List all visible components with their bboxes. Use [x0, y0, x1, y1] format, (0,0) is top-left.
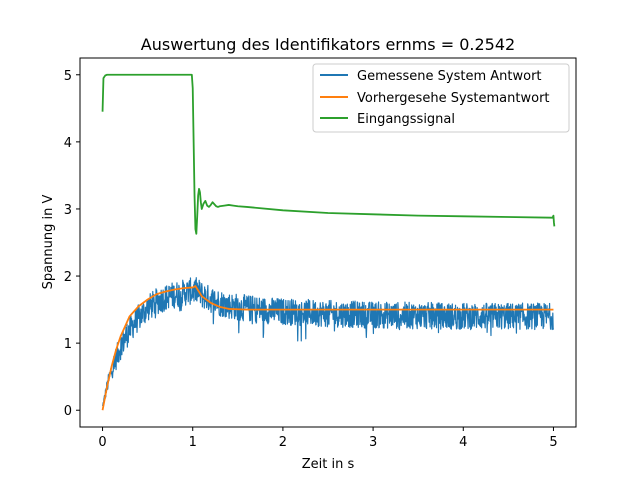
y-tick-label: 0	[64, 404, 72, 419]
series-line-1	[101, 285, 554, 411]
y-axis-label: Spannung in V	[41, 195, 56, 290]
x-axis-label: Zeit in s	[302, 457, 355, 472]
axes-frame	[79, 57, 577, 428]
y-tick-label: 4	[64, 136, 72, 151]
legend: Gemessene System Antwort Vorhergesehe Sy…	[312, 63, 570, 133]
plot-area	[101, 73, 556, 411]
legend-label-vorhergesehe: Vorhergesehe Systemantwort	[357, 91, 550, 106]
y-tick-label: 1	[64, 337, 72, 352]
legend-box	[312, 63, 570, 133]
y-axis: 0 1 2 3 4 5	[64, 69, 80, 419]
x-tick-label: 0	[98, 435, 106, 450]
legend-label-eingangssignal: Eingangssignal	[357, 112, 455, 127]
x-tick-label: 3	[369, 435, 377, 450]
y-tick-label: 5	[64, 69, 72, 84]
x-tick-label: 5	[549, 435, 557, 450]
series-line-0	[101, 277, 555, 406]
series-line-2	[101, 73, 556, 235]
x-tick-label: 1	[189, 435, 197, 450]
y-tick-label: 2	[64, 270, 72, 285]
legend-label-gemessene: Gemessene System Antwort	[357, 69, 542, 84]
x-tick-label: 2	[279, 435, 287, 450]
chart-title: Auswertung des Identifikators ernms = 0.…	[141, 35, 515, 54]
y-tick-label: 3	[64, 203, 72, 218]
x-axis: 0 1 2 3 4 5	[98, 427, 558, 450]
x-tick-label: 4	[459, 435, 467, 450]
